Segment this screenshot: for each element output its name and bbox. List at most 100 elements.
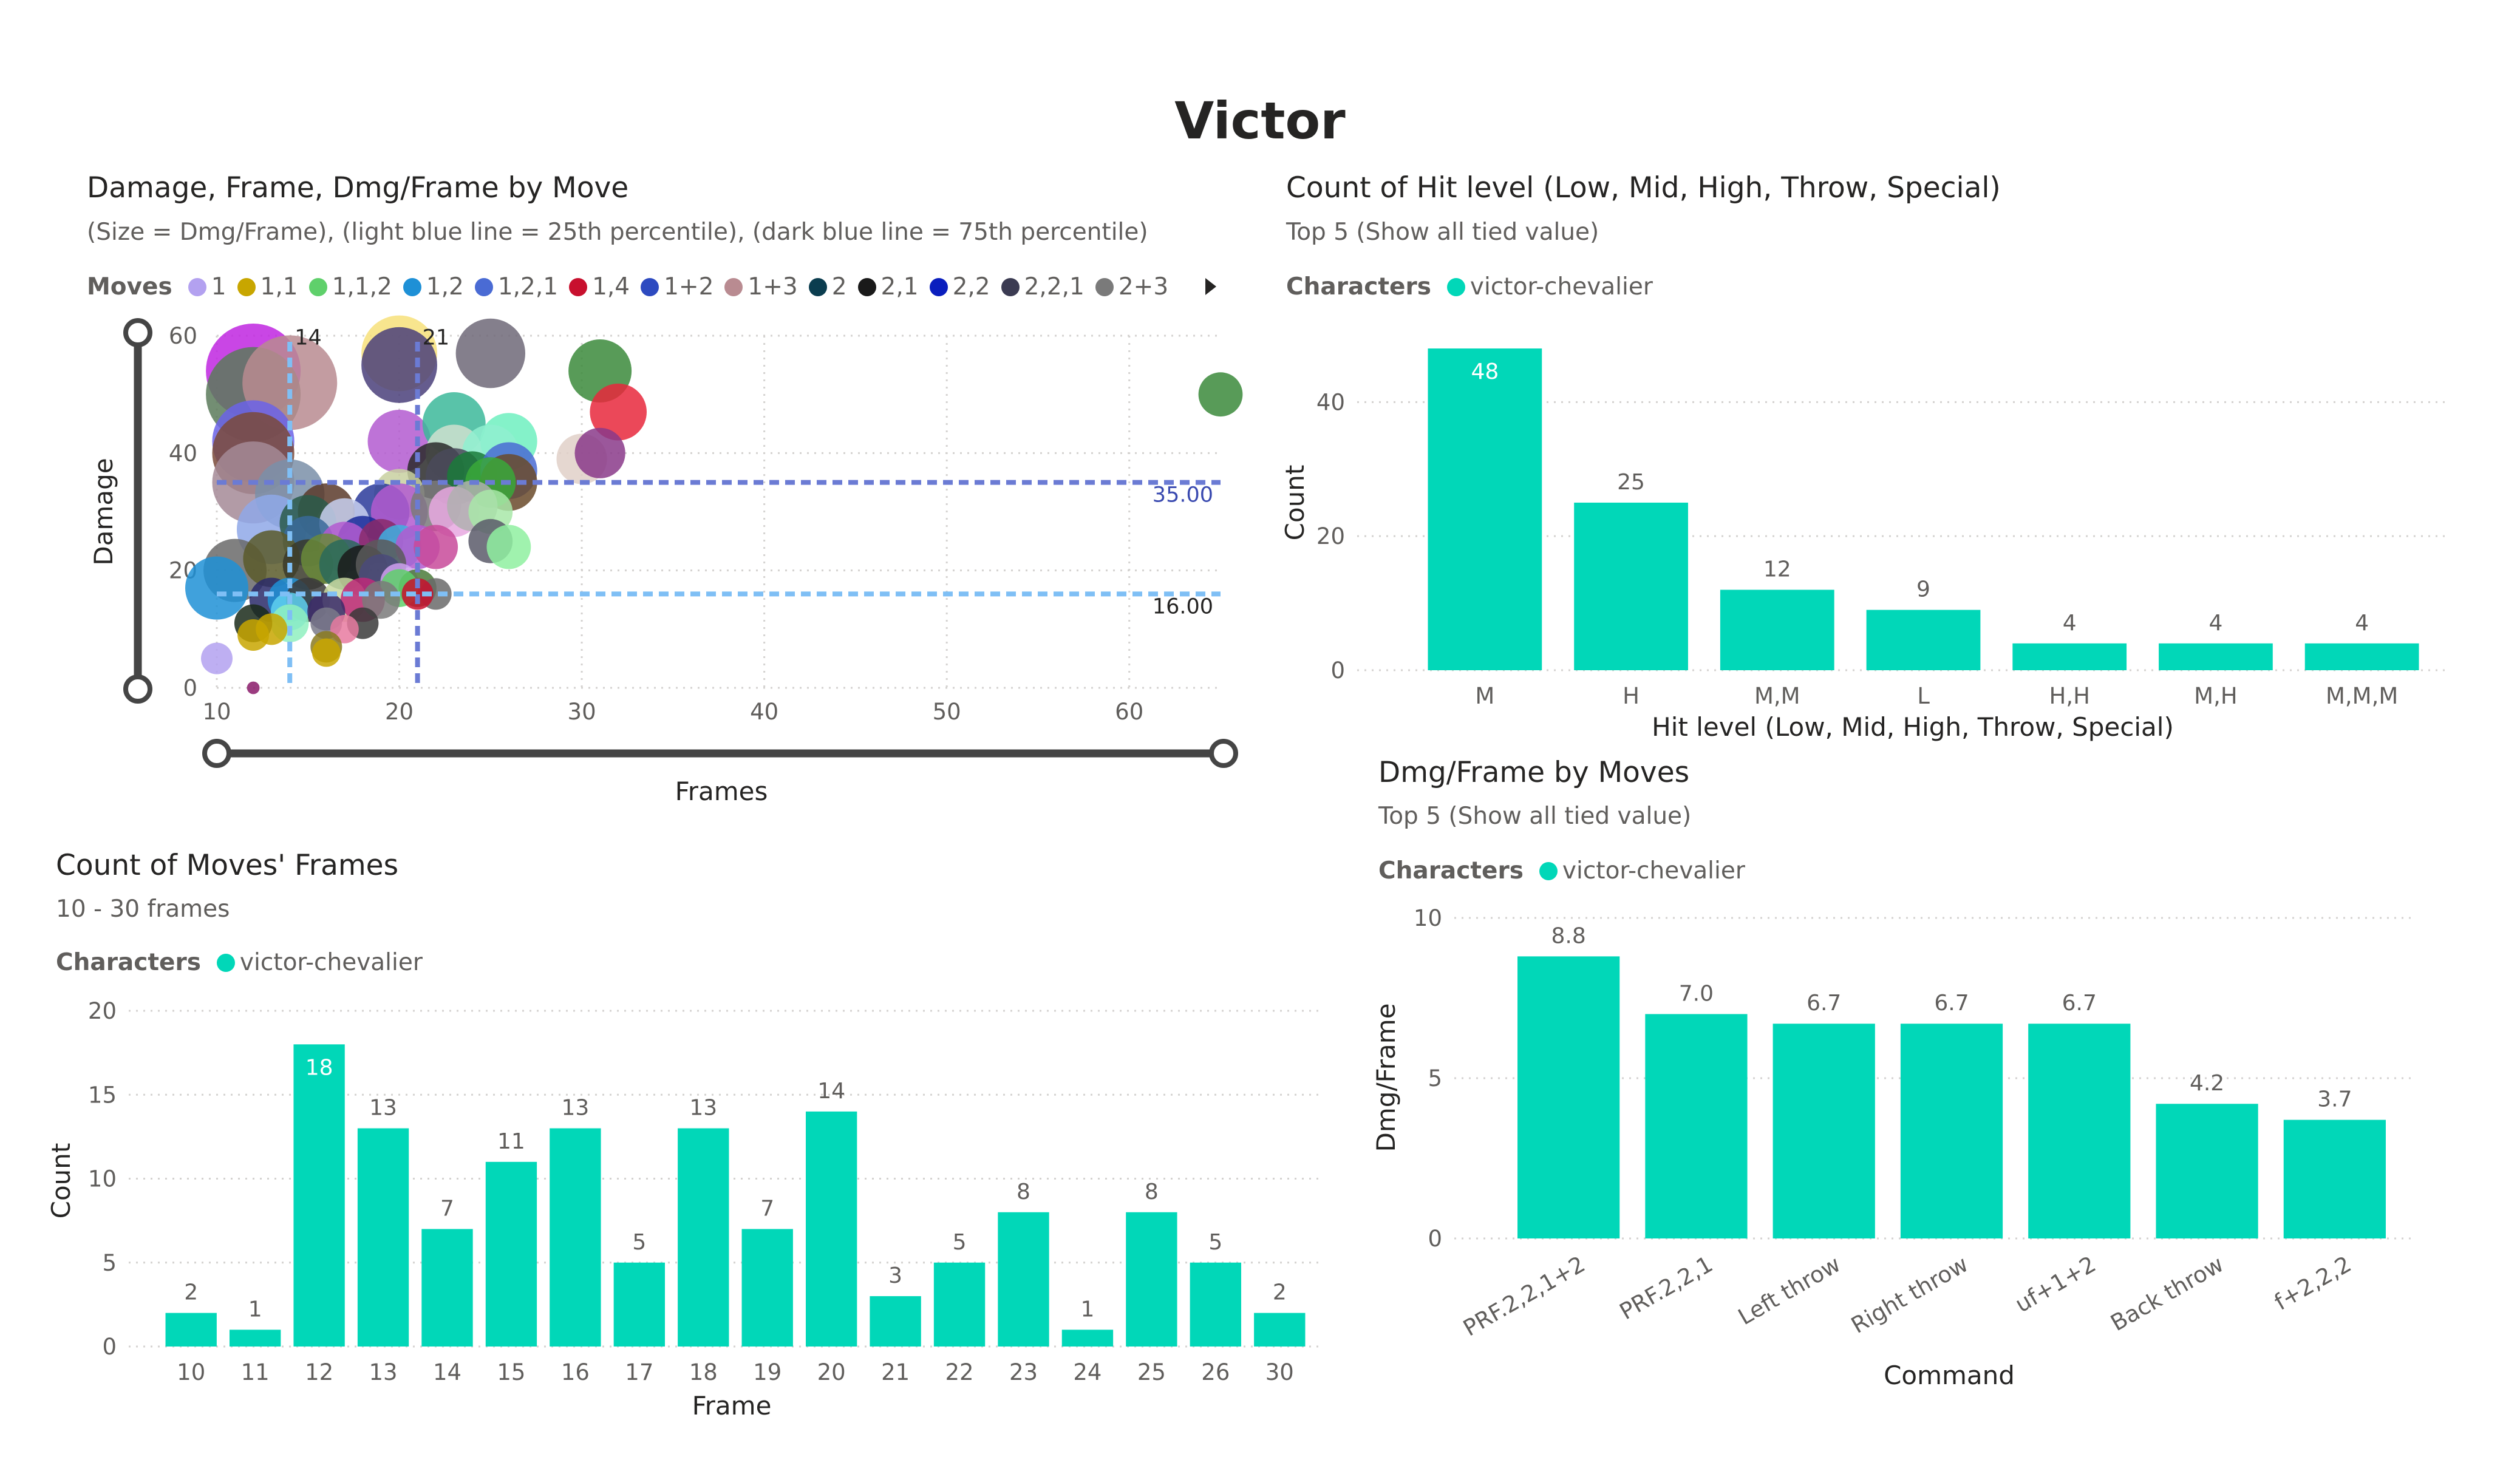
hitlevel-data-label: 25	[1617, 470, 1645, 495]
scatter-legend-label: 2,1	[880, 273, 919, 301]
scatter-point	[401, 578, 434, 610]
scatter-legend-label: 2,2,1	[1024, 273, 1085, 301]
frames-data-label: 2	[1273, 1280, 1287, 1305]
dmgframe-x-tick-label: Right throw	[1847, 1251, 1972, 1339]
dmgframe-data-label: 8.8	[1551, 923, 1586, 948]
frames-data-label: 8	[1145, 1180, 1159, 1204]
hitlevel-x-axis-title: Hit level (Low, Mid, High, Throw, Specia…	[1652, 712, 2174, 742]
frames-chart: 0510152021011118121313714111513165171318…	[46, 998, 1324, 1421]
scatter-legend-dot-icon	[808, 277, 827, 296]
scatter-legend-item[interactable]: 2,1	[857, 273, 919, 301]
scatter-legend-dot-icon	[474, 277, 493, 296]
frames-legend-dot-icon	[216, 953, 235, 972]
x-range-slider-handle-left[interactable]	[202, 739, 231, 768]
frames-x-tick-label: 17	[625, 1359, 653, 1385]
scatter-legend-item[interactable]: 2+3	[1095, 273, 1168, 301]
dmgframe-x-tick-label: uf+1+2	[2011, 1251, 2100, 1318]
hitlevel-x-tick-label: M,H	[2194, 683, 2238, 709]
frames-data-label: 14	[817, 1079, 845, 1104]
scatter-point	[486, 525, 531, 569]
dmgframe-bar	[1773, 1024, 1875, 1238]
dmgframe-legend-label: victor-chevalier	[1562, 857, 1745, 885]
dmgframe-bar	[2283, 1119, 2386, 1238]
scatter-legend-label: 2+3	[1118, 273, 1169, 301]
x-range-slider-handle-right[interactable]	[1209, 739, 1238, 768]
scatter-legend-item[interactable]: 1,1,2	[308, 273, 392, 301]
scatter-legend-item[interactable]: 1+3	[724, 273, 798, 301]
scatter-point	[201, 642, 233, 674]
frames-x-tick-label: 20	[817, 1359, 846, 1385]
frames-x-tick-label: 24	[1073, 1359, 1102, 1385]
scatter-y-tick-label: 0	[183, 675, 197, 701]
dmgframe-data-label: 4.2	[2190, 1071, 2224, 1096]
dmgframe-subtitle: Top 5 (Show all tied value)	[1378, 803, 1692, 830]
hitlevel-y-axis-title: Count	[1280, 465, 1310, 541]
scatter-legend-label: 1,4	[592, 273, 630, 301]
dmgframe-x-tick-label: f+2,2,2	[2270, 1251, 2355, 1316]
scatter-legend-item[interactable]: 1,2	[403, 273, 464, 301]
scatter-legend-item[interactable]: 2,2	[929, 273, 990, 301]
scatter-y-axis-title: Damage	[89, 458, 118, 565]
scatter-legend-dot-icon	[1095, 277, 1114, 296]
frames-legend-title: Characters	[56, 949, 201, 976]
frames-bar	[421, 1229, 473, 1347]
frames-data-label: 5	[632, 1230, 646, 1255]
scatter-legend-item[interactable]: 1	[188, 273, 226, 301]
frames-x-tick-label: 23	[1009, 1359, 1038, 1385]
hitlevel-subtitle: Top 5 (Show all tied value)	[1286, 219, 1599, 246]
scatter-legend-item[interactable]: 1,1	[237, 273, 298, 301]
dmgframe-legend-item[interactable]: victor-chevalier	[1539, 857, 1745, 885]
dmgframe-bar	[2028, 1024, 2131, 1238]
frames-x-tick-label: 21	[881, 1359, 910, 1385]
scatter-legend-dot-icon	[237, 277, 256, 296]
dmgframe-x-tick-label: PRF.2,2,1+2	[1459, 1251, 1589, 1342]
dmgframe-y-tick-label: 5	[1428, 1065, 1442, 1092]
y-range-slider-handle-top[interactable]	[123, 318, 152, 347]
frames-legend-item[interactable]: victor-chevalier	[216, 949, 423, 976]
scatter-legend-item[interactable]: 2,2,1	[1001, 273, 1085, 301]
frames-x-tick-label: 12	[305, 1359, 333, 1385]
dmgframe-data-label: 6.7	[1807, 991, 1841, 1016]
legend-next-arrow-icon[interactable]	[1205, 278, 1216, 295]
frames-bar	[998, 1212, 1049, 1347]
hitlevel-x-tick-label: M,M	[1754, 683, 1800, 709]
frames-data-label: 13	[689, 1096, 717, 1121]
frames-bar	[678, 1128, 729, 1347]
hitlevel-x-tick-label: H,H	[2049, 683, 2090, 709]
hitlevel-x-tick-label: M,M,M	[2326, 683, 2398, 709]
scatter-legend-label: 1,2,1	[497, 273, 559, 301]
dmgframe-legend-title: Characters	[1378, 857, 1524, 885]
scatter-point	[185, 556, 248, 620]
scatter-legend-dot-icon	[403, 277, 421, 296]
scatter-legend-label: 1,1,2	[332, 273, 392, 301]
dmgframe-bar	[1517, 956, 1620, 1238]
frames-bar	[293, 1044, 345, 1347]
scatter-legend-item[interactable]: 2	[808, 273, 847, 301]
dmgframe-y-tick-label: 0	[1428, 1226, 1442, 1252]
y-range-slider-handle-bottom[interactable]	[123, 674, 152, 704]
scatter-legend-item[interactable]: 1,4	[569, 273, 630, 301]
hitlevel-legend-item[interactable]: victor-chevalier	[1446, 273, 1653, 301]
frames-bar	[870, 1296, 921, 1347]
scatter-legend-item[interactable]: 1+2	[641, 273, 713, 301]
scatter-legend-label: 1+3	[747, 273, 798, 301]
frames-x-tick-label: 16	[561, 1359, 590, 1385]
frames-subtitle: 10 - 30 frames	[56, 895, 230, 923]
dmgframe-x-tick-label: Back throw	[2106, 1251, 2228, 1337]
scatter-x-tick-label: 10	[202, 699, 231, 725]
scatter-legend-dot-icon	[308, 277, 327, 296]
frames-x-tick-label: 13	[369, 1359, 398, 1385]
hitlevel-data-label: 4	[2063, 611, 2077, 636]
scatter-legend-item[interactable]: 1,2,1	[474, 273, 559, 301]
hitlevel-data-label: 4	[2208, 611, 2222, 636]
frames-data-label: 13	[369, 1096, 397, 1121]
scatter-ref-label-x: 14	[295, 326, 322, 350]
scatter-point	[590, 383, 647, 441]
scatter-legend-label: 1,2	[426, 273, 464, 301]
frames-data-label: 1	[1080, 1297, 1094, 1322]
scatter-point	[247, 681, 260, 695]
scatter-legend-dot-icon	[857, 277, 876, 296]
frames-bar	[1061, 1330, 1114, 1347]
scatter-point	[455, 318, 526, 389]
